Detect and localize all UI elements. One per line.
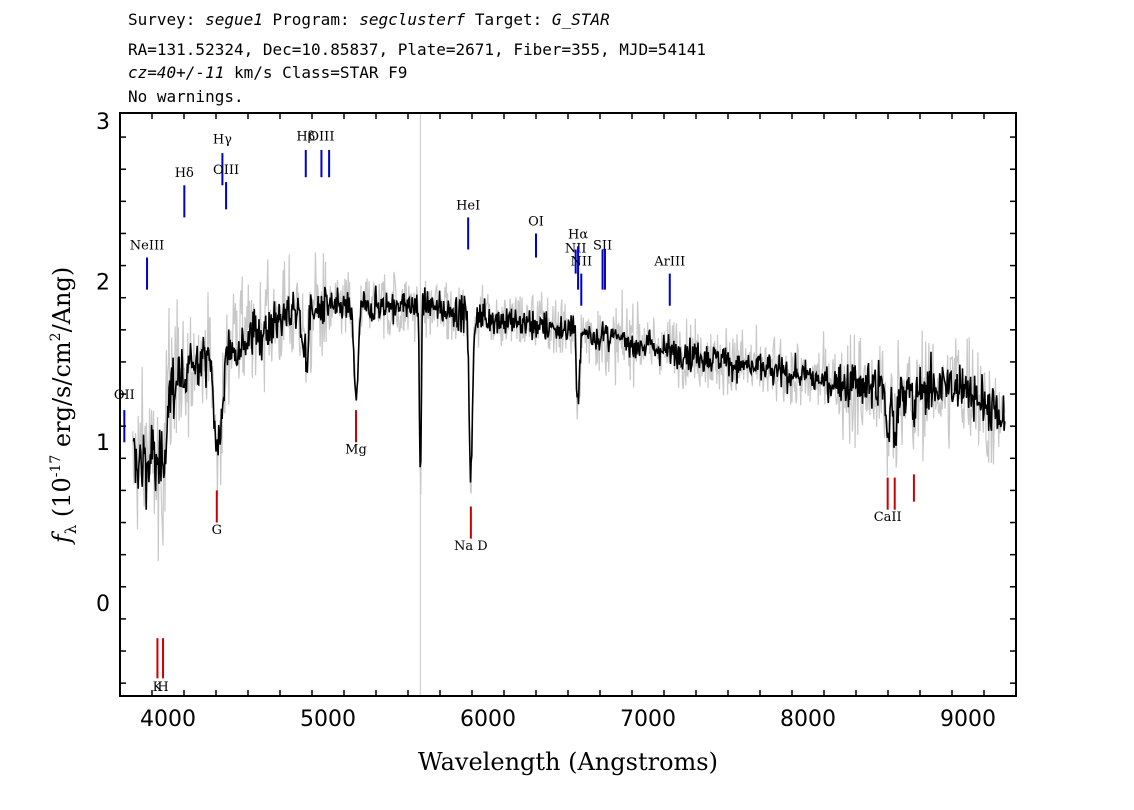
emission-line-label: NeIII — [130, 239, 164, 254]
emission-line-label: OI — [528, 214, 544, 229]
y-tick-label: 3 — [96, 110, 110, 135]
emission-line-label: Hδ — [175, 166, 194, 181]
x-tick-label: 7000 — [620, 707, 676, 732]
absorption-line-label: CaII — [874, 510, 902, 525]
x-tick-label: 6000 — [460, 707, 516, 732]
survey-value: segue1 — [205, 10, 263, 29]
plot-area — [132, 113, 1006, 696]
program-value: segclusterf — [359, 10, 466, 29]
emission-line-label: NII — [565, 242, 587, 257]
absorption-line-label: Na D — [454, 539, 488, 554]
x-tick-label: 4000 — [140, 707, 196, 732]
x-tick-label: 9000 — [940, 707, 996, 732]
class-value: km/s Class=STAR F9 — [233, 63, 408, 82]
absorption-line-label: Mg — [345, 442, 367, 457]
absorption-line-label: K — [153, 680, 163, 695]
emission-line-label: Hγ — [213, 133, 232, 148]
emission-line-label: HeI — [456, 198, 480, 213]
emission-line-label: OII — [114, 388, 135, 403]
y-tick-label: 1 — [96, 431, 110, 456]
y-axis-title: fλ (10-17 erg/s/cm2/Ang) — [48, 267, 80, 545]
redshift-value: cz=40+/-11 — [128, 63, 225, 82]
emission-line-label: OIII — [213, 163, 239, 178]
x-tick-label: 8000 — [780, 707, 836, 732]
header-line-2: RA=131.52324, Dec=10.85837, Plate=2671, … — [128, 40, 706, 59]
line-markers: OIINeIIIHδHγOIIIHβOIIIHeIOINIIHαNIISIIAr… — [114, 129, 915, 695]
header-line-1: Survey: segue1 Program: segclusterf Targ… — [128, 10, 610, 30]
y-tick-label: 2 — [96, 271, 110, 296]
emission-line-label: NII — [570, 255, 592, 270]
header-line-3: cz=40+/-11 km/s Class=STAR F9 — [128, 63, 407, 83]
header-line-4: No warnings. — [128, 87, 244, 106]
emission-line-label: SII — [593, 239, 612, 254]
x-tick-label: 5000 — [300, 707, 356, 732]
survey-label: Survey: — [128, 10, 196, 29]
emission-line-label: ArIII — [653, 255, 685, 270]
program-label: Program: — [272, 10, 350, 29]
emission-line-label: Hβ — [296, 129, 315, 144]
emission-line-label: Hα — [568, 227, 588, 242]
absorption-line-label: G — [212, 523, 222, 538]
absorption-line-label: H — [157, 680, 168, 695]
axes: 4000 5000 6000 7000 8000 9000 0 1 2 3 — [96, 110, 1017, 732]
x-axis-title: Wavelength (Angstroms) — [418, 748, 718, 776]
emission-line-label: OIII — [308, 129, 334, 144]
flux-spectrum — [132, 285, 1006, 510]
target-label: Target: — [474, 10, 543, 29]
y-tick-label: 0 — [96, 592, 110, 617]
target-value: G_STAR — [551, 10, 610, 29]
